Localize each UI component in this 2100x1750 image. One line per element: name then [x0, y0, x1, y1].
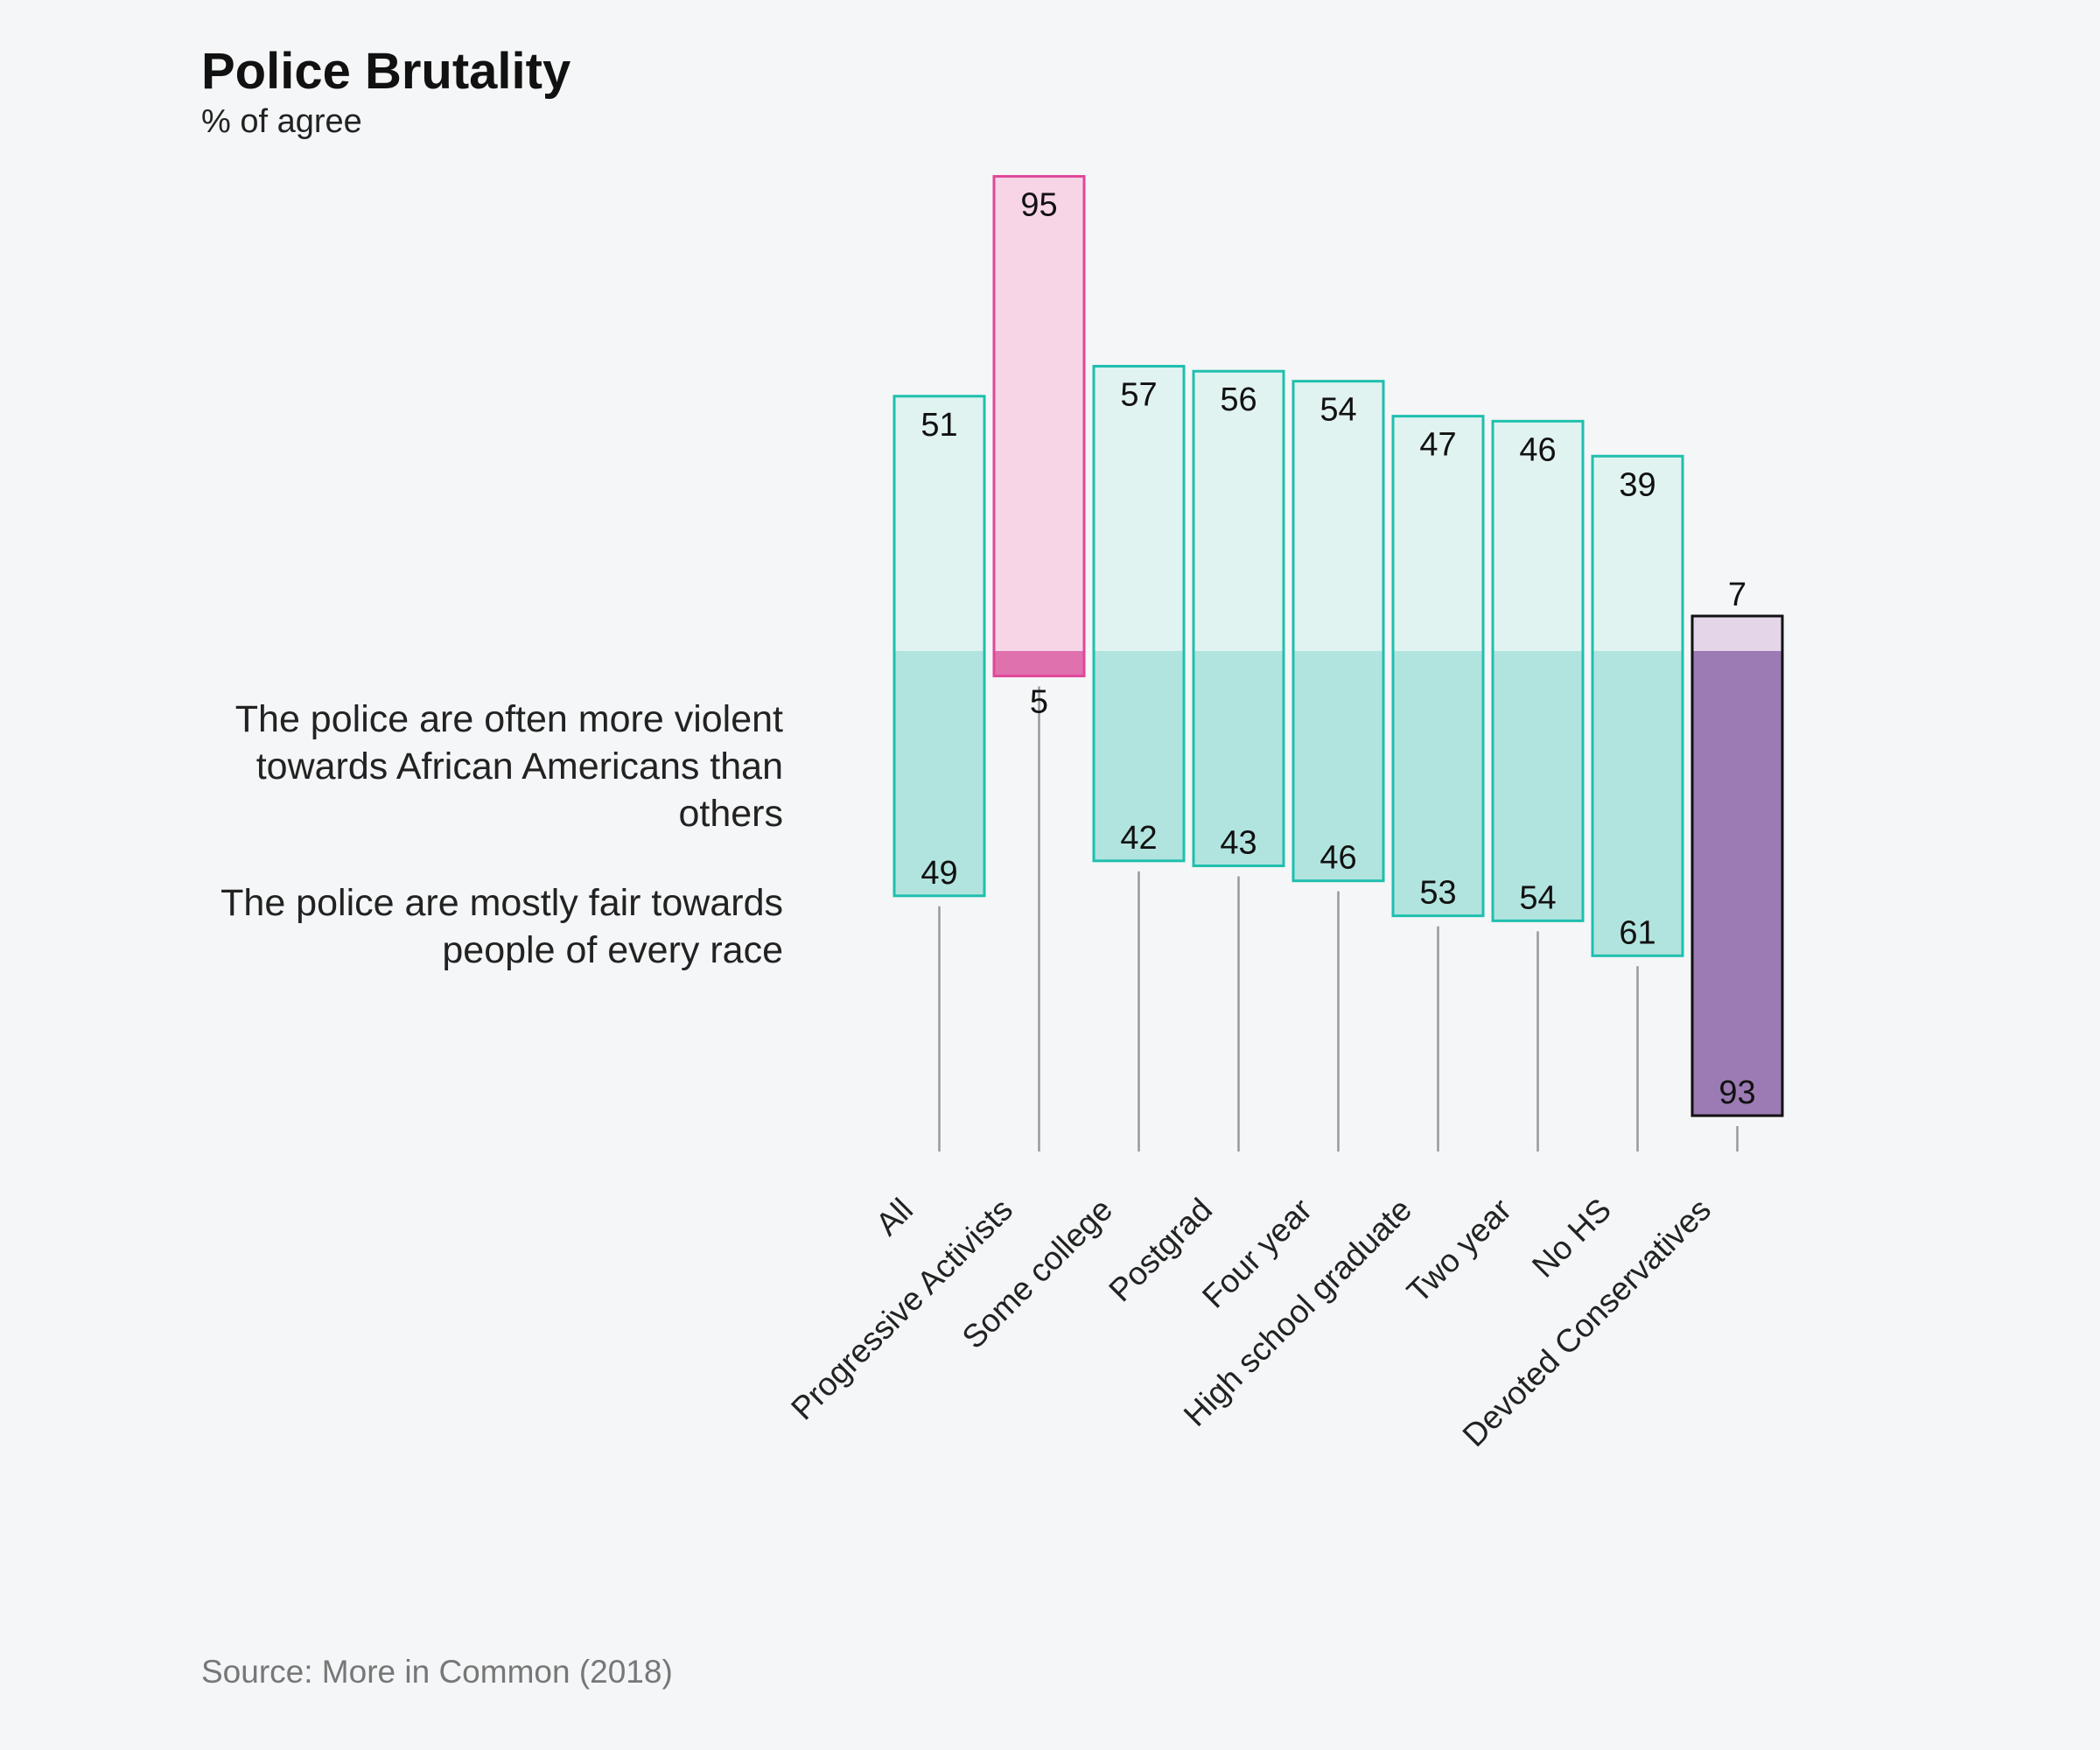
- bar-segment-upper: [1393, 416, 1483, 651]
- bar-segment-lower: [1293, 651, 1383, 881]
- category-label: All: [869, 1192, 920, 1242]
- value-label-lower: 93: [1718, 1074, 1755, 1111]
- bar-segment-lower: [1094, 651, 1184, 861]
- category-label: No HS: [1525, 1192, 1618, 1284]
- value-label-upper: 47: [1419, 427, 1456, 464]
- value-label-lower: 5: [1030, 684, 1048, 721]
- value-label-lower: 43: [1220, 825, 1256, 862]
- value-label-upper: 54: [1320, 392, 1356, 429]
- value-label-upper: 46: [1519, 431, 1556, 468]
- bar-segment-lower: [1692, 651, 1782, 1116]
- value-label-lower: 53: [1419, 875, 1456, 912]
- value-label-lower: 46: [1320, 840, 1356, 877]
- value-label-upper: 39: [1619, 466, 1656, 503]
- bar-segment-upper: [994, 176, 1084, 652]
- bar-outline: [992, 175, 1086, 678]
- bar-segment-lower: [894, 651, 984, 896]
- bar-segment-upper: [894, 396, 984, 651]
- bar-outline: [1690, 614, 1784, 1117]
- bar-outline: [1092, 365, 1186, 863]
- source-note: Source: More in Common (2018): [201, 1654, 673, 1690]
- value-label-lower: 61: [1619, 914, 1656, 951]
- bar-segment-upper: [1592, 456, 1683, 651]
- upper-series-label: The police are often more violent toward…: [234, 698, 783, 835]
- bar-outline: [1192, 369, 1285, 868]
- value-label-lower: 54: [1519, 879, 1556, 916]
- category-label: Two year: [1400, 1192, 1518, 1310]
- bar-segment-lower: [994, 651, 1084, 676]
- value-label-upper: 51: [920, 407, 957, 444]
- bar-segment-upper: [1692, 616, 1782, 651]
- bar-outline: [892, 395, 986, 898]
- value-label-upper: 56: [1220, 382, 1256, 418]
- bar-outline: [1591, 454, 1684, 957]
- bar-outline: [1292, 380, 1385, 883]
- chart-subtitle: % of agree: [201, 103, 362, 140]
- chart-title: Police Brutality: [201, 43, 571, 100]
- bar-segment-lower: [1393, 651, 1483, 916]
- bar-outline: [1391, 415, 1485, 918]
- value-label-lower: 42: [1120, 820, 1157, 857]
- value-label-upper: 57: [1120, 377, 1157, 414]
- bar-segment-lower: [1493, 651, 1583, 921]
- bar-segment-lower: [1194, 651, 1284, 866]
- value-label-upper: 95: [1020, 187, 1057, 224]
- bar-segment-upper: [1194, 371, 1284, 651]
- value-label-upper: 7: [1728, 577, 1746, 613]
- lower-series-label: The police are mostly fair towards peopl…: [220, 882, 783, 971]
- value-label-lower: 49: [920, 855, 957, 892]
- bar-segment-upper: [1293, 381, 1383, 651]
- bar-segment-upper: [1094, 366, 1184, 651]
- bar-segment-upper: [1493, 421, 1583, 651]
- bar-outline: [1491, 419, 1585, 922]
- bar-segment-lower: [1592, 651, 1683, 956]
